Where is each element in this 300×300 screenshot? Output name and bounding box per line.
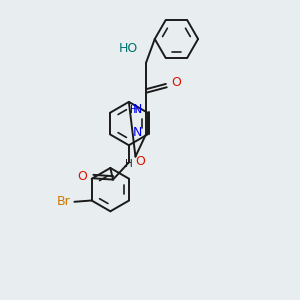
Text: N: N	[133, 103, 142, 116]
Text: N: N	[133, 125, 142, 139]
Text: HO: HO	[119, 42, 139, 55]
Text: O: O	[172, 76, 182, 89]
Text: O: O	[136, 154, 145, 168]
Text: H: H	[130, 105, 138, 115]
Text: O: O	[77, 170, 87, 183]
Text: Br: Br	[57, 195, 70, 208]
Text: H: H	[125, 159, 133, 169]
